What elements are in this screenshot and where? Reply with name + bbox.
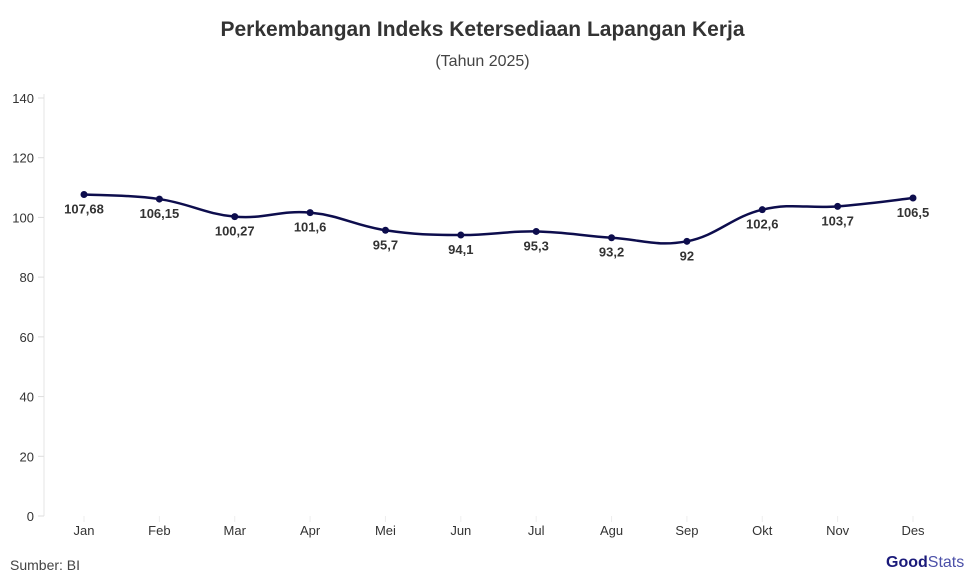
data-label: 106,15 [139, 206, 179, 221]
data-point[interactable] [231, 213, 239, 221]
data-point[interactable] [532, 227, 540, 235]
x-tick-label: Nov [826, 523, 850, 538]
data-point[interactable] [306, 209, 314, 217]
chart-subtitle: (Tahun 2025) [435, 53, 530, 70]
x-tick-label: Okt [752, 523, 773, 538]
data-point[interactable] [608, 234, 616, 242]
data-label: 92 [680, 248, 694, 263]
data-label: 93,2 [599, 245, 624, 260]
data-point[interactable] [80, 190, 88, 198]
y-tick-label: 20 [20, 449, 34, 464]
logo-light: Stats [927, 554, 965, 571]
goodstats-logo: GoodStats [886, 554, 964, 572]
data-label: 102,6 [746, 217, 779, 232]
data-point[interactable] [909, 194, 917, 202]
series-line [83, 193, 914, 245]
x-tick-label: Jul [528, 523, 545, 538]
x-tick-label: Apr [300, 523, 321, 538]
data-label: 101,6 [294, 220, 327, 235]
x-tick-label: Feb [148, 523, 170, 538]
y-tick-label: 100 [12, 210, 34, 225]
data-point[interactable] [457, 231, 465, 239]
data-point[interactable] [155, 195, 163, 203]
y-tick-label: 40 [20, 390, 34, 405]
data-label: 107,68 [64, 201, 104, 216]
x-tick-label: Agu [600, 523, 623, 538]
x-tick-label: Jan [74, 523, 95, 538]
data-label: 95,7 [373, 237, 398, 252]
chart-title: Perkembangan Indeks Ketersediaan Lapanga… [220, 18, 745, 41]
data-point[interactable] [683, 237, 691, 245]
x-tick-label: Sep [675, 523, 698, 538]
logo-bold: Good [886, 554, 928, 571]
data-point[interactable] [834, 202, 842, 210]
y-tick-label: 0 [27, 509, 34, 524]
y-tick-label: 60 [20, 330, 34, 345]
data-label: 95,3 [524, 238, 549, 253]
y-tick-label: 120 [12, 151, 34, 166]
x-tick-label: Jun [450, 523, 471, 538]
x-tick-label: Mar [224, 523, 247, 538]
x-tick-label: Mei [375, 523, 396, 538]
source-note: Sumber: BI [10, 557, 81, 573]
data-label: 94,1 [448, 242, 473, 257]
data-label: 103,7 [821, 213, 854, 228]
x-tick-label: Des [901, 523, 925, 538]
data-label: 100,27 [215, 224, 255, 239]
data-label: 106,5 [897, 205, 930, 220]
data-point[interactable] [381, 226, 389, 234]
data-point[interactable] [758, 206, 766, 214]
y-tick-label: 140 [12, 91, 34, 106]
y-tick-label: 80 [20, 270, 34, 285]
